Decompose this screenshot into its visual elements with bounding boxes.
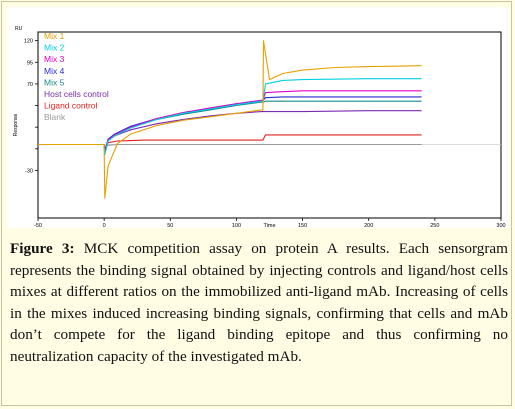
y-tick-label: 95 — [27, 60, 33, 66]
x-axis-label: Time — [263, 223, 275, 228]
y-tick-label: -30 — [25, 168, 33, 174]
x-tick-label: 0 — [103, 223, 106, 228]
legend-entry: Mix 2 — [44, 43, 65, 53]
x-tick-label: 150 — [298, 223, 307, 228]
y-tick-label: 70 — [27, 82, 33, 88]
chart-area: -50 0 50 100 150 200 250 300 120 95 70 -30 RU Respons… — [7, 7, 509, 228]
legend-entry: Mix 5 — [44, 77, 65, 87]
series-line-ligand-control — [38, 134, 422, 150]
x-tick-label: 50 — [167, 223, 173, 228]
legend-entry: Blank — [44, 112, 66, 122]
x-tick-label: 300 — [496, 223, 505, 228]
series-line-host-cells-control — [38, 110, 422, 152]
x-tick-label: 100 — [232, 223, 241, 228]
legend-entry: Host cells control — [44, 89, 109, 99]
series-lines — [38, 40, 422, 199]
x-tick-label: 250 — [430, 223, 439, 228]
x-tick-label: 200 — [364, 223, 373, 228]
x-tick-label: -50 — [34, 223, 42, 228]
series-line-mix-1 — [38, 40, 422, 199]
y-axis-label: Response — [13, 114, 19, 137]
legend-entry: Ligand control — [44, 101, 98, 111]
legend-entry: Mix 4 — [44, 66, 65, 76]
y-tick-label: 120 — [24, 39, 33, 45]
caption-text: MCK competition assay on protein A resul… — [10, 240, 508, 365]
figure-label: Figure 3: — [10, 240, 75, 257]
axes: -50 0 50 100 150 200 250 300 120 95 70 -30 RU Respons… — [13, 26, 506, 228]
figure-caption: Figure 3: MCK competition assay on prote… — [10, 238, 508, 368]
series-line-mix-2 — [38, 78, 422, 156]
sensorgram-chart: -50 0 50 100 150 200 250 300 120 95 70 -30 RU Respons… — [13, 26, 506, 228]
plot-frame — [37, 31, 502, 219]
legend-entry: Mix 1 — [44, 31, 65, 41]
legend-entry: Mix 3 — [44, 54, 65, 64]
y-unit-label: RU — [15, 26, 23, 32]
